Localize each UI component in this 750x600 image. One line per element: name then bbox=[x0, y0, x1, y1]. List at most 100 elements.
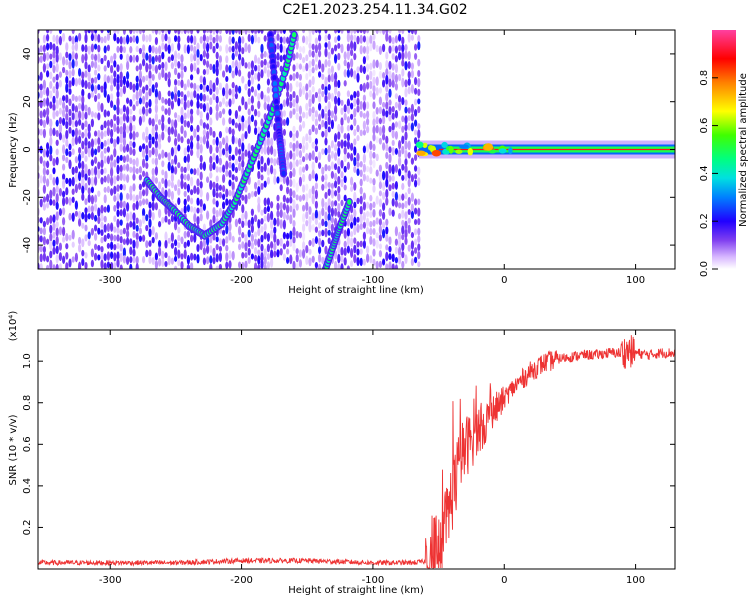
noise-cell bbox=[238, 155, 242, 163]
noise-cell bbox=[388, 253, 392, 261]
noise-cell bbox=[158, 221, 162, 228]
noise-cell bbox=[196, 178, 200, 187]
noise-cell bbox=[369, 34, 373, 45]
spectrogram-y-axis-label: Frequency (Hz) bbox=[8, 112, 19, 188]
noise-cell bbox=[327, 153, 331, 163]
noise-cell bbox=[414, 179, 418, 188]
noise-cell bbox=[161, 250, 165, 261]
x-tick-label: 0 bbox=[501, 575, 507, 586]
noise-cell bbox=[417, 227, 421, 236]
noise-cell bbox=[106, 30, 110, 34]
noise-cell bbox=[161, 131, 165, 141]
noise-cell bbox=[180, 30, 184, 34]
noise-cell bbox=[308, 98, 312, 108]
noise-cell bbox=[353, 129, 357, 137]
noise-cell bbox=[78, 210, 82, 220]
noise-cell bbox=[292, 98, 296, 108]
noise-cell bbox=[238, 105, 242, 112]
noise-cell bbox=[71, 188, 75, 195]
noise-cell bbox=[327, 51, 331, 60]
noise-cell bbox=[103, 147, 107, 154]
noise-cell bbox=[385, 30, 389, 34]
noise-cell bbox=[266, 103, 270, 112]
noise-cell bbox=[199, 206, 203, 214]
noise-cell bbox=[151, 30, 155, 34]
noise-cell bbox=[394, 191, 398, 202]
noise-cell bbox=[132, 54, 136, 63]
noise-cell bbox=[126, 114, 130, 123]
noise-cell bbox=[244, 234, 248, 243]
noise-cell bbox=[366, 118, 370, 126]
noise-cell bbox=[148, 201, 152, 209]
noise-cell bbox=[196, 48, 200, 58]
carrier-blob bbox=[455, 149, 463, 154]
noise-cell bbox=[378, 96, 382, 106]
noise-cell bbox=[350, 260, 354, 268]
noise-cell bbox=[90, 147, 94, 158]
noise-cell bbox=[215, 209, 219, 218]
noise-cell bbox=[228, 108, 232, 116]
noise-cell bbox=[71, 94, 75, 102]
noise-cell bbox=[369, 220, 373, 228]
noise-cell bbox=[244, 194, 248, 205]
noise-cell bbox=[122, 227, 126, 235]
noise-cell bbox=[142, 207, 146, 217]
noise-cell bbox=[314, 156, 318, 164]
noise-cell bbox=[382, 71, 386, 79]
noise-cell bbox=[193, 168, 197, 176]
noise-cell bbox=[145, 101, 149, 109]
noise-cell bbox=[71, 50, 75, 61]
noise-cell bbox=[190, 189, 194, 196]
noise-cell bbox=[39, 128, 43, 136]
noise-cell bbox=[202, 122, 206, 129]
noise-cell bbox=[183, 230, 187, 239]
noise-cell bbox=[292, 199, 296, 210]
noise-cell bbox=[174, 184, 178, 192]
noise-cell bbox=[94, 176, 98, 186]
noise-cell bbox=[359, 186, 363, 195]
noise-cell bbox=[266, 61, 270, 69]
noise-cell bbox=[414, 119, 418, 127]
noise-cell bbox=[241, 204, 245, 214]
noise-cell bbox=[84, 53, 88, 62]
noise-cell bbox=[177, 90, 181, 98]
noise-cell bbox=[167, 188, 171, 198]
noise-cell bbox=[164, 231, 168, 242]
noise-cell bbox=[39, 71, 43, 81]
noise-cell bbox=[145, 126, 149, 136]
noise-cell bbox=[49, 41, 53, 50]
noise-cell bbox=[215, 30, 219, 34]
noise-cell bbox=[110, 176, 114, 187]
noise-cell bbox=[372, 228, 376, 235]
y-tick-label: -40 bbox=[22, 237, 33, 253]
noise-cell bbox=[212, 30, 216, 35]
noise-cell bbox=[250, 253, 254, 260]
noise-cell bbox=[161, 42, 165, 50]
noise-cell bbox=[110, 64, 114, 74]
noise-cell bbox=[116, 64, 120, 73]
noise-cell bbox=[321, 229, 325, 237]
noise-cell bbox=[142, 256, 146, 264]
noise-cell bbox=[122, 36, 126, 45]
noise-cell bbox=[314, 30, 318, 34]
noise-cell bbox=[167, 135, 171, 143]
noise-cell bbox=[362, 112, 366, 119]
y-tick-label: 0.8 bbox=[22, 395, 33, 411]
noise-cell bbox=[174, 246, 178, 257]
noise-cell bbox=[132, 158, 136, 167]
noise-cell bbox=[212, 138, 216, 146]
noise-cell bbox=[71, 112, 75, 121]
noise-cell bbox=[318, 237, 322, 247]
noise-cell bbox=[164, 189, 168, 199]
noise-cell bbox=[378, 190, 382, 197]
noise-cell bbox=[382, 108, 386, 118]
noise-cell bbox=[228, 98, 232, 108]
noise-cell bbox=[177, 42, 181, 51]
noise-cell bbox=[231, 30, 235, 35]
noise-cell bbox=[398, 30, 402, 34]
noise-cell bbox=[244, 62, 248, 69]
noise-cell bbox=[193, 35, 197, 46]
noise-cell bbox=[138, 78, 142, 88]
noise-cell bbox=[49, 101, 53, 109]
